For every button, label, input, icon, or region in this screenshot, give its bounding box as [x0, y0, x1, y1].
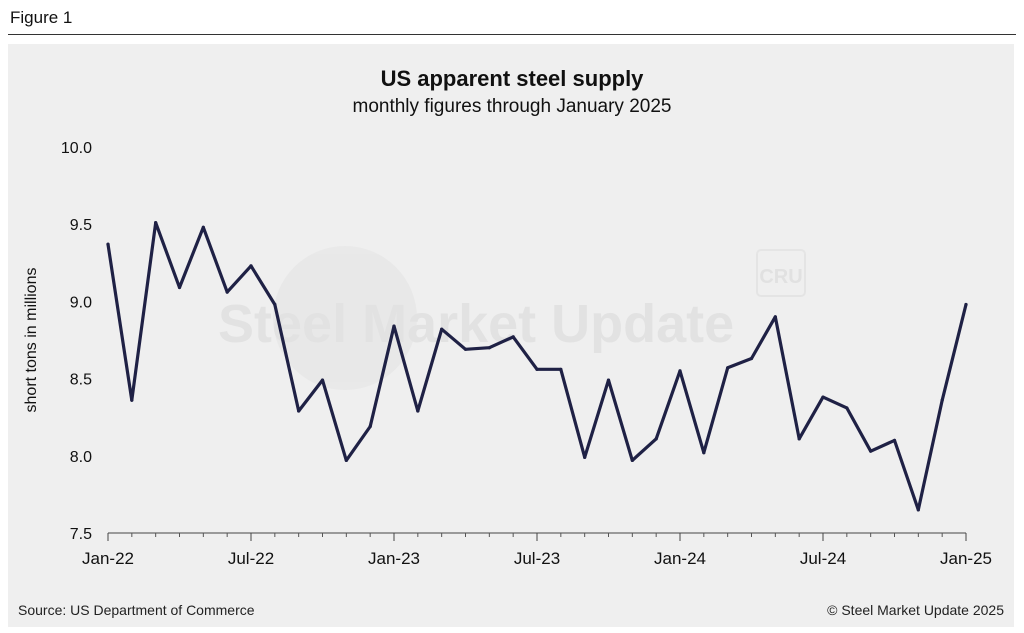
x-tick-label: Jul-23: [514, 549, 560, 568]
figure-rule: [8, 34, 1016, 35]
series-line: [106, 221, 968, 512]
chart-subtitle: monthly figures through January 2025: [352, 96, 672, 117]
data-point: [177, 285, 182, 290]
data-point: [320, 378, 325, 382]
x-tick-label: Jul-24: [800, 549, 846, 568]
y-tick-label: 9.0: [70, 294, 92, 311]
data-point: [892, 438, 897, 442]
watermark-logo: CRU: [759, 266, 802, 288]
data-point: [702, 451, 706, 455]
axes: 7.5 8.0 8.5 9.0 9.5 10.0 Jan-22 Jul-22 Jan-23 Jul…: [61, 140, 992, 568]
data-point: [749, 356, 754, 361]
y-tick-label: 10.0: [61, 140, 92, 157]
watermark: Steel Market Update CRU: [218, 246, 806, 390]
data-point: [368, 424, 372, 429]
data-point: [583, 455, 587, 459]
data-point: [154, 221, 158, 225]
x-tick-label: Jan-22: [82, 549, 134, 568]
data-marks: [106, 221, 968, 512]
data-point: [440, 327, 444, 331]
chart-title: US apparent steel supply: [380, 66, 644, 91]
data-point: [940, 398, 944, 402]
data-point: [201, 225, 205, 229]
y-tick-label: 8.5: [70, 372, 92, 389]
y-tick-label: 7.5: [70, 526, 92, 543]
data-point: [297, 409, 301, 413]
data-point: [273, 302, 277, 307]
data-point: [106, 242, 110, 246]
x-tick-label: Jan-25: [940, 549, 992, 568]
watermark-circle: [273, 246, 417, 390]
data-point: [606, 378, 611, 382]
data-point: [678, 369, 682, 373]
data-point: [463, 347, 468, 351]
y-axis-label: short tons in millions: [23, 268, 40, 413]
y-tick-label: 8.0: [70, 449, 92, 466]
data-point: [225, 290, 229, 294]
x-tick-label: Jan-24: [654, 549, 706, 568]
data-point: [416, 409, 420, 413]
copyright-note: © Steel Market Update 2025: [827, 602, 1004, 618]
data-point: [654, 437, 658, 441]
data-point: [845, 406, 849, 410]
figure-label: Figure 1: [10, 8, 73, 27]
data-point: [559, 367, 563, 371]
watermark-logo-box: [756, 249, 806, 297]
x-tick-label: Jan-23: [368, 549, 420, 568]
data-point: [821, 395, 825, 399]
data-point: [726, 366, 730, 370]
data-point: [773, 315, 777, 319]
data-point: [630, 458, 634, 463]
watermark-brand: Steel Market Update: [218, 294, 734, 354]
data-point: [392, 324, 396, 328]
chart-panel: [8, 44, 1014, 627]
y-tick-label: 9.5: [70, 217, 92, 234]
data-point: [797, 437, 801, 441]
data-point: [964, 302, 968, 307]
data-point: [249, 264, 253, 268]
source-note: Source: US Department of Commerce: [18, 602, 255, 618]
data-point: [130, 398, 134, 402]
data-point: [511, 335, 515, 339]
data-point: [487, 346, 491, 350]
data-point: [869, 449, 873, 453]
data-point: [344, 458, 348, 463]
data-point: [535, 367, 539, 371]
x-tick-label: Jul-22: [228, 549, 274, 568]
data-point: [916, 508, 920, 512]
